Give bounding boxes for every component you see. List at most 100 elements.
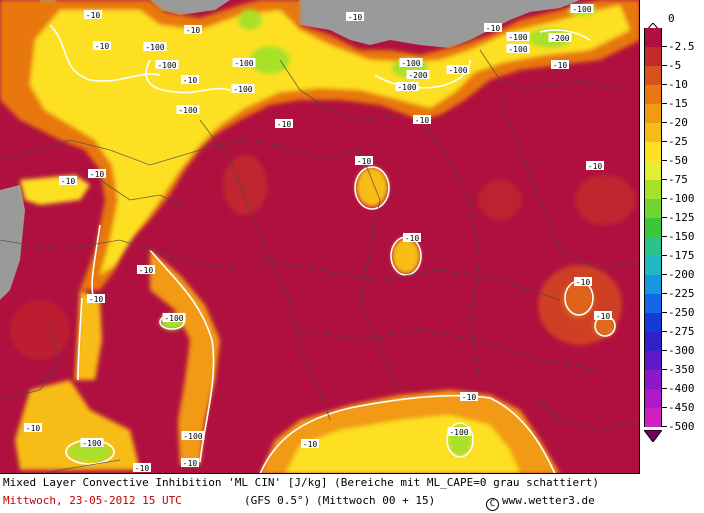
svg-text:-10: -10	[576, 278, 591, 287]
footer-model: (GFS 0.5°)	[244, 494, 311, 507]
contour-label: -10	[574, 277, 592, 287]
contour-label: -10	[181, 75, 199, 85]
contour-label: -10	[84, 10, 102, 20]
legend-tick	[661, 65, 667, 66]
svg-text:-10: -10	[95, 42, 110, 51]
svg-text:-100: -100	[164, 314, 183, 323]
svg-text:-10: -10	[348, 13, 363, 22]
legend-swatch	[644, 199, 662, 218]
legend-tick	[661, 122, 667, 123]
contour-label: -100	[80, 438, 104, 448]
legend-label: -125	[668, 211, 695, 224]
legend-tick	[661, 236, 667, 237]
legend-label: -2.5	[668, 40, 695, 53]
legend-top-label: 0	[668, 12, 675, 25]
contour-label: -10	[24, 423, 42, 433]
legend-tick	[661, 274, 667, 275]
legend-tick	[661, 426, 667, 427]
legend-swatch	[644, 237, 662, 256]
contour-label: -100	[143, 42, 167, 52]
legend-swatch	[644, 28, 662, 47]
legend-swatch	[644, 218, 662, 237]
svg-text:-10: -10	[462, 393, 477, 402]
legend-swatch	[644, 294, 662, 313]
contour-label: -100	[570, 4, 594, 14]
contour-label: -100	[506, 32, 530, 42]
svg-text:-10: -10	[588, 162, 603, 171]
legend-swatch	[644, 275, 662, 294]
legend-label: -15	[668, 97, 688, 110]
svg-text:-10: -10	[90, 170, 105, 179]
svg-text:-200: -200	[408, 71, 427, 80]
legend-row: -250	[641, 294, 704, 319]
legend-tick	[661, 160, 667, 161]
svg-text:-10: -10	[183, 76, 198, 85]
legend-label: -150	[668, 230, 695, 243]
legend-row: -15	[641, 85, 704, 110]
contour-label: -10	[355, 156, 373, 166]
contour-label: -100	[176, 105, 200, 115]
contour-label: -10	[586, 161, 604, 171]
cin-shading	[0, 0, 639, 473]
legend-swatch	[644, 313, 662, 332]
legend-row: -2.5	[641, 28, 704, 53]
svg-text:-100: -100	[145, 43, 164, 52]
legend-tick	[661, 46, 667, 47]
contour-label: -10	[551, 60, 569, 70]
legend-label: -250	[668, 306, 695, 319]
svg-text:-100: -100	[233, 85, 252, 94]
svg-text:-100: -100	[234, 59, 253, 68]
contour-label: -10	[137, 265, 155, 275]
legend-row: -5	[641, 47, 704, 72]
contour-label: -10	[346, 12, 364, 22]
svg-text:-10: -10	[486, 24, 501, 33]
legend-row: -10	[641, 66, 704, 91]
contour-label: -100	[395, 82, 419, 92]
legend-swatch	[644, 408, 662, 427]
legend-label: -400	[668, 382, 695, 395]
legend-row: -225	[641, 275, 704, 300]
legend-label: -175	[668, 249, 695, 262]
legend-tick	[661, 179, 667, 180]
contour-label: -10	[59, 176, 77, 186]
contour-label: -10	[181, 458, 199, 468]
contour-labels: -10 -10 -10 -100 -100 -10 -100 -100 -100 -10 -10 -1…	[24, 4, 612, 473]
legend-label: -50	[668, 154, 688, 167]
legend-row: -50	[641, 142, 704, 167]
contour-label: -10	[460, 392, 478, 402]
legend-row: -20	[641, 104, 704, 129]
svg-text:-10: -10	[415, 116, 430, 125]
contour-label: -100	[506, 44, 530, 54]
svg-text:-10: -10	[89, 295, 104, 304]
legend-tick	[661, 331, 667, 332]
country-borders	[0, 49, 639, 473]
legend-tick	[661, 255, 667, 256]
legend-row: -175	[641, 237, 704, 262]
legend-label: -275	[668, 325, 695, 338]
legend-label: -100	[668, 192, 695, 205]
contour-label: -10	[403, 233, 421, 243]
svg-text:-100: -100	[157, 61, 176, 70]
contour-label: -100	[447, 427, 471, 437]
svg-text:-10: -10	[357, 157, 372, 166]
svg-text:-10: -10	[86, 11, 101, 20]
footer-run: (Mittwoch 00 + 15)	[316, 494, 436, 507]
contour-label: -100	[446, 65, 470, 75]
svg-text:-10: -10	[139, 266, 154, 275]
legend-label: -25	[668, 135, 688, 148]
contour-label: -10	[87, 294, 105, 304]
legend-row: -450	[641, 389, 704, 414]
legend-row: -150	[641, 218, 704, 243]
legend-swatch	[644, 370, 662, 389]
legend-tick	[661, 350, 667, 351]
site-link[interactable]: www.wetter3.de	[502, 494, 595, 507]
legend-row: -125	[641, 199, 704, 224]
svg-text:-100: -100	[183, 432, 202, 441]
svg-text:-10: -10	[303, 440, 318, 449]
legend-tick	[661, 103, 667, 104]
legend-tick	[661, 217, 667, 218]
svg-text:-10: -10	[183, 459, 198, 468]
legend-label: -75	[668, 173, 688, 186]
contour-label: -100	[181, 431, 205, 441]
